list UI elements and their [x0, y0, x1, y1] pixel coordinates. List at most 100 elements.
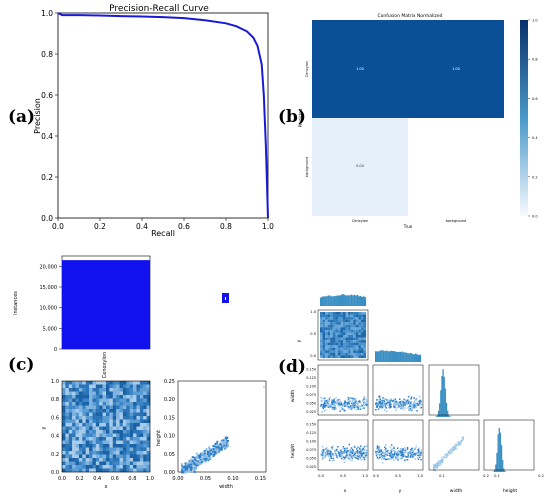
c-xy-cell [72, 388, 76, 392]
d-xy-cell [323, 335, 326, 338]
d-point-height-y [409, 456, 411, 458]
d-point-width-y [410, 402, 412, 404]
c-xy-cell [123, 455, 127, 459]
d-point-width-x [330, 406, 332, 408]
d-xy-cell [338, 335, 341, 338]
c-xy-cell [126, 416, 130, 420]
c-wh-point [184, 466, 186, 468]
c-xy-cell [103, 462, 107, 466]
c-xy-cell [123, 458, 127, 462]
c-xy-cell [96, 451, 100, 455]
d-xy-cell [340, 340, 343, 343]
c-xy-cell [113, 381, 117, 385]
d-xy-cell [343, 350, 346, 353]
d-xy-cell [353, 332, 356, 335]
c-xy-cell [72, 434, 76, 438]
c-xy-cell [82, 406, 86, 410]
c-wh-x-tick-label: 0.05 [200, 476, 211, 482]
c-xy-cell [116, 465, 120, 469]
c-xy-cell [109, 395, 113, 399]
d-xy-cell [358, 327, 361, 330]
d-point-height-width [433, 466, 434, 467]
c-xy-cell [62, 423, 66, 427]
c-xy-cell [103, 416, 107, 420]
d-point-height-x [330, 455, 332, 457]
c-xy-cell [133, 406, 137, 410]
d-xy-cell [348, 325, 351, 328]
c-xy-cell [126, 388, 130, 392]
d-xy-cell [328, 350, 331, 353]
c-xy-cell [147, 399, 151, 403]
c-wh-point [191, 466, 193, 468]
c-xy-cell [113, 462, 117, 466]
d-point-width-x [339, 399, 341, 401]
d-hist-y-bar [410, 353, 412, 362]
c-xy-cell [109, 409, 113, 413]
c-xy-cell [96, 416, 100, 420]
c-xy-cell [89, 409, 93, 413]
c-xy-cell [96, 385, 100, 389]
c-xy-cell [72, 392, 76, 396]
d-x-tick-height: 0.2 [538, 474, 544, 478]
d-hist-x-bar [361, 297, 363, 306]
c-xy-cell [143, 451, 147, 455]
c-xy-cell [133, 434, 137, 438]
c-xy-cell [116, 427, 120, 431]
d-xy-cell [325, 312, 328, 315]
c-xy-cell [147, 465, 151, 469]
d-hist-width-bar [447, 411, 448, 417]
c-xy-cell [143, 444, 147, 448]
d-point-height-y [382, 453, 384, 455]
d-xy-cell [351, 335, 354, 338]
cm-x-label: True [403, 224, 413, 229]
c-xy-cell [147, 381, 151, 385]
d-point-width-x [329, 405, 331, 407]
c-xy-cell [76, 451, 80, 455]
d-point-height-x [364, 457, 366, 459]
c-xy-cell [65, 434, 69, 438]
c-xy-cell [113, 469, 117, 473]
d-point-height-x [326, 447, 328, 449]
c-xy-cell [89, 455, 93, 459]
d-x-tick-y: 0.0 [373, 474, 379, 478]
d-xy-cell [320, 355, 323, 358]
c-xy-cell [72, 455, 76, 459]
c-xy-x-tick-label: 0.2 [76, 476, 84, 482]
d-point-height-width [456, 445, 457, 446]
c-xy-cell [126, 381, 130, 385]
c-xy-cell [136, 423, 140, 427]
c-xy-cell [76, 406, 80, 410]
d-xy-cell [320, 325, 323, 328]
c-xy-cell [147, 409, 151, 413]
d-y-label-width: width [290, 390, 296, 403]
d-xy-cell [340, 322, 343, 325]
c-xy-cell [76, 465, 80, 469]
d-point-height-y [411, 453, 413, 455]
c-xy-cell [130, 430, 134, 434]
d-hist-y-bar [418, 355, 420, 362]
d-point-height-y [377, 445, 379, 447]
c-xy-cell [92, 388, 96, 392]
d-xy-cell [363, 322, 366, 325]
d-xy-cell [356, 312, 359, 315]
d-hist-y-bar [395, 352, 397, 362]
c-xy-x-tick-label: 0.8 [128, 476, 136, 482]
cm-colorbar-tick-label: 1.0 [532, 19, 538, 23]
d-xy-cell [343, 327, 346, 330]
d-point-width-x [323, 408, 325, 410]
c-xy-cell [140, 465, 144, 469]
c-xy-cell [65, 451, 69, 455]
c-xy-cell [99, 437, 103, 441]
c-xy-cell [96, 399, 100, 403]
c-xy-cell [109, 434, 113, 438]
c-xy-cell [106, 423, 110, 427]
d-point-height-width [438, 462, 439, 463]
d-point-height-y [393, 450, 395, 452]
c-xy-cell [147, 392, 151, 396]
c-xy-cell [147, 458, 151, 462]
c-xy-cell [123, 392, 127, 396]
d-xy-cell [356, 317, 359, 320]
c-xy-cell [140, 395, 144, 399]
c-xy-cell [96, 409, 100, 413]
d-xy-cell [356, 343, 359, 346]
